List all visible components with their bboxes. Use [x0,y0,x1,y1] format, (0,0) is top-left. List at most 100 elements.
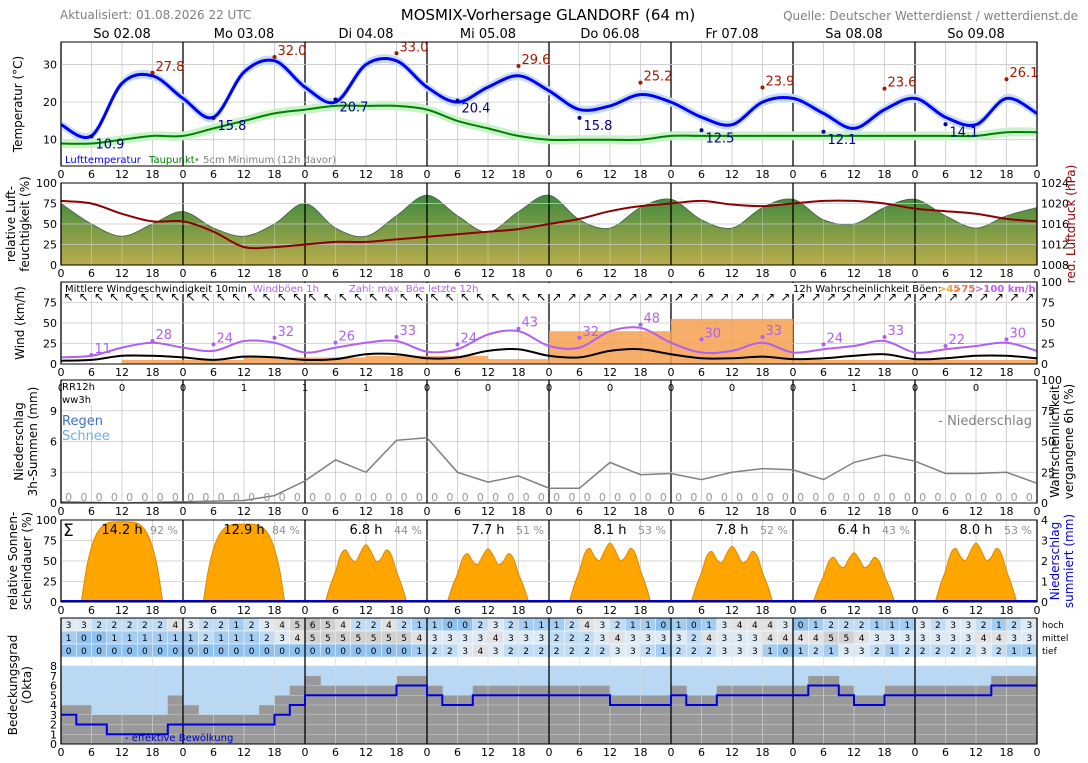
daily-sunshine-percent: 51 % [516,524,544,537]
cloud-cell-value: 0 [66,647,72,657]
precip-sum-axis-title-line: Niederschlag [1048,522,1062,600]
x-tick-label: 0 [424,168,431,181]
y-tick-label: 50 [43,317,57,330]
cloud-cover-bar [198,714,214,744]
x-tick-label: 6 [332,604,339,617]
min-temp-point [943,122,948,127]
x-tick-label: 6 [454,168,461,181]
cloud-cell-value: 2 [569,621,575,631]
y-tick-label-right: 3 [1041,535,1048,548]
panel-border [60,182,1038,266]
x-tick-label: 18 [512,604,526,617]
cloud-cell-value: 1 [127,634,133,644]
cloud-cell-value: 3 [478,634,484,644]
y-tick-label: 0 [50,497,57,510]
cloud-cell-value: 1 [523,621,529,631]
cloud-cell-value: 3 [630,634,636,644]
x-tick-label: 0 [58,505,65,518]
y-tick-label: 5 [50,689,57,702]
cloud-cell-value: 2 [813,647,819,657]
cloud-cell-value: 2 [966,647,972,657]
x-tick-label: 12 [969,604,983,617]
x-tick-label: 0 [546,168,553,181]
min-temp-point [577,115,582,120]
cloud-cover-bar [457,695,474,744]
cloud-cell-value: 0 [127,647,133,657]
cloud-cell-value: 2 [981,621,987,631]
sunshine-area [446,548,530,603]
cloud-cell-value: 1 [234,621,240,631]
cloud-cell-value: 1 [142,634,148,644]
precip-prob-axis-title: Wahrscheinlichkeitvergangene 6h (%) [1048,384,1076,499]
x-tick-label: 12 [847,168,861,181]
cloud-row-label: hoch [1042,621,1064,631]
cloud-cell-value: 2 [264,634,270,644]
x-tick-label: 18 [390,267,404,280]
x-tick-label: 18 [146,267,160,280]
cloud-cell-value: 3 [722,621,728,631]
cloud-cell-value: 6 [310,621,316,631]
cloud-cell-value: 0 [157,647,163,657]
cloud-cell-value: 2 [676,647,682,657]
wind-direction-arrow: ↗ [613,290,623,304]
x-tick-label: 0 [424,604,431,617]
gust-max-point [394,334,399,339]
wind-direction-arrow: ↖ [79,290,89,304]
x-tick-label: 6 [454,505,461,518]
gust-probability-bar [427,355,488,364]
rr12h-value: 0 [546,383,552,394]
cloud-cell-value: 4 [798,634,804,644]
x-tick-label: 6 [576,168,583,181]
gust-max-label: 24 [827,331,844,346]
wind-direction-arrow: ↗ [628,290,638,304]
x-tick-label: 0 [546,267,553,280]
wind-direction-arrow: ↖ [384,290,394,304]
cloud-cell-value: 4 [783,634,789,644]
cloud-cover-bar [244,714,260,744]
cloud-cell-value: 0 [249,647,255,657]
day-label: Di 04.08 [339,27,394,42]
x-tick-label: 18 [1000,604,1014,617]
wind-panel: 0 25 50 75 0 25 50 75 100 11 28 24 32 26 33 24 43 32 48 30 3… [13,276,1062,379]
wind-axis-title: Wind (km/h) [13,286,27,360]
wind-direction-arrow: ↗ [658,290,668,304]
cloud-cell-value: 0 [188,647,194,657]
x-tick-label: 18 [390,366,404,379]
wind-direction-arrow: ↖ [399,290,409,304]
cloud-cell-value: 3 [1027,621,1033,631]
gust-probability-bar [305,357,366,364]
cloud-cover-bar [625,695,641,744]
cloud-cell-value: 2 [645,647,651,657]
cloud-cell-value: 3 [523,634,529,644]
cloud-cover-bar [228,714,245,744]
cloud-cell-value: 2 [935,621,941,631]
humidity-axis-title: relative Luft-feuchtigkeit (%) [4,176,32,272]
wind-gust-line [60,326,1038,359]
y-tick-label-right: 0 [1041,596,1048,609]
wind-direction-arrow: ↖ [308,290,318,304]
cloud-axis-title-line: (Okta) [20,666,34,704]
wind-direction-arrow: ↗ [643,290,653,304]
cloud-cell-value: 3 [462,647,468,657]
cloud-cell-value: 3 [539,634,545,644]
precip-3h-value: 0 [965,491,972,504]
min-temp-label: 20.4 [462,102,491,117]
precip-3h-value: 0 [80,491,87,504]
gust-max-label: 33 [400,324,417,339]
x-tick-label: 18 [878,746,892,759]
cloud-cell-value: 0 [401,647,407,657]
y-tick-label: 1 [50,728,57,741]
cloud-cell-value: 0 [295,647,301,657]
min-temp-point [211,115,216,120]
x-tick-label: 6 [210,267,217,280]
pressure-axis-title: red. Luftdruck (hPa) [1064,165,1078,284]
x-tick-label: 6 [820,505,827,518]
cloud-cell-value: 1 [676,621,682,631]
cloud-cell-value: 3 [920,621,926,631]
cloud-cell-value: 2 [584,634,590,644]
sunshine-area [324,544,408,603]
x-tick-label: 18 [634,366,648,379]
daily-sunshine-percent: 43 % [882,524,910,537]
x-tick-label: 12 [115,505,129,518]
